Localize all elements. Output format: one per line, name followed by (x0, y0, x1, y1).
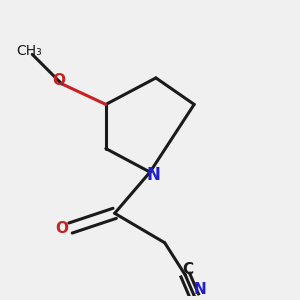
Text: N: N (146, 166, 160, 184)
Text: O: O (52, 74, 65, 88)
Text: CH₃: CH₃ (16, 44, 42, 58)
Text: O: O (55, 220, 68, 236)
Text: N: N (194, 282, 206, 297)
Text: C: C (183, 262, 194, 277)
